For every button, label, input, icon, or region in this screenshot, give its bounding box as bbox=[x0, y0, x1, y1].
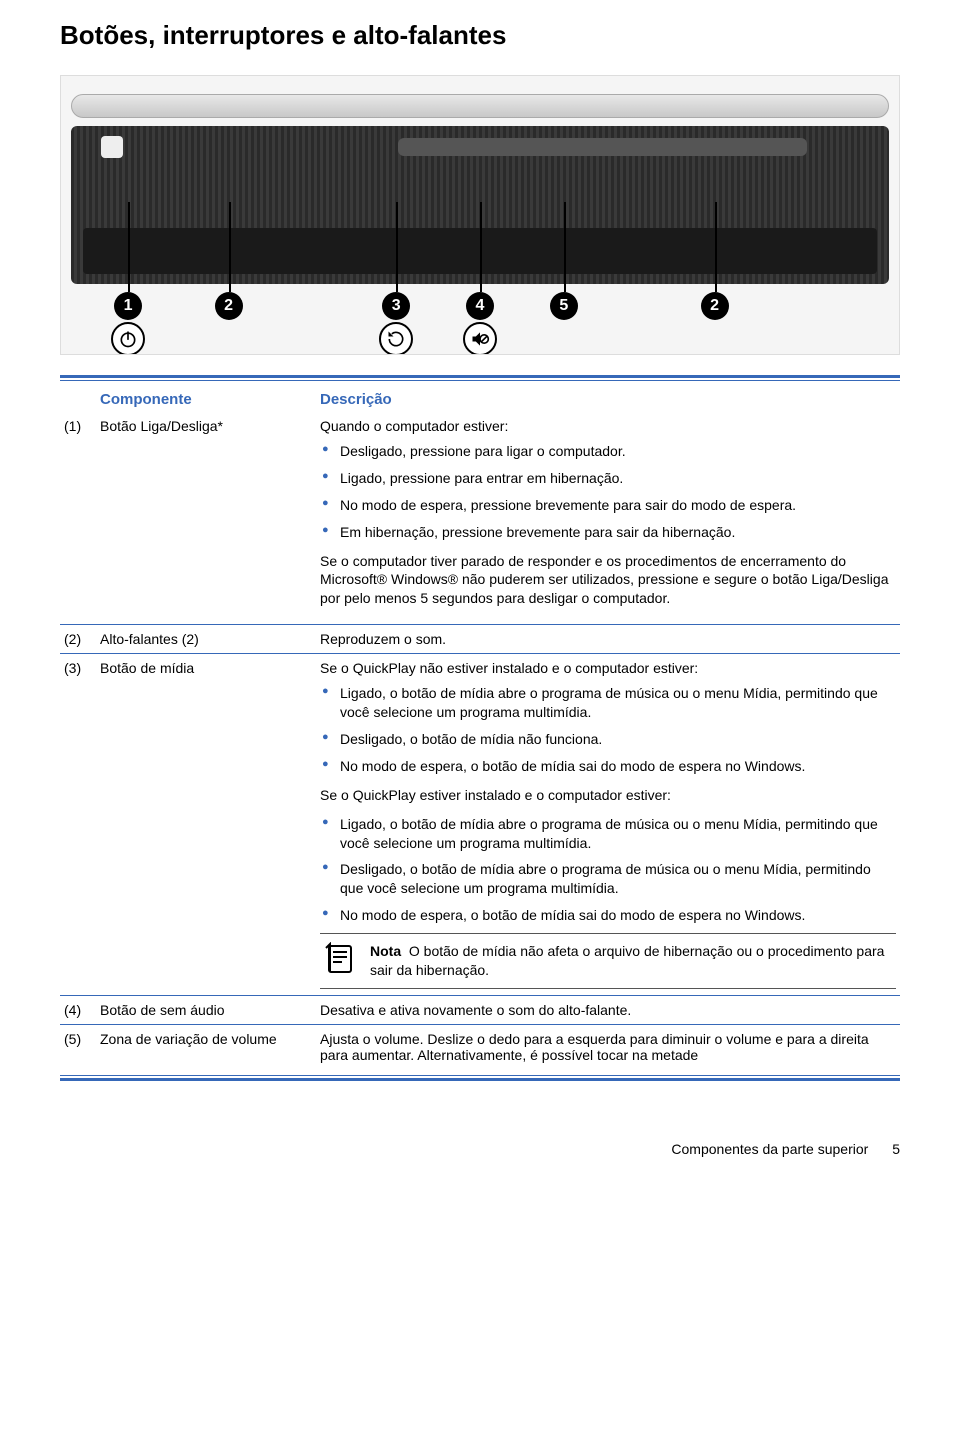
footer-page: 5 bbox=[892, 1141, 900, 1157]
row-description: Se o QuickPlay não estiver instalado e o… bbox=[316, 654, 900, 996]
table-row: (3)Botão de mídiaSe o QuickPlay não esti… bbox=[60, 654, 900, 996]
row-component-name: Zona de variação de volume bbox=[96, 1024, 316, 1069]
device-diagram: 1 2 3 4 5 2 bbox=[60, 75, 900, 355]
header-blank bbox=[60, 389, 96, 412]
footer-section: Componentes da parte superior bbox=[671, 1141, 868, 1157]
description-text: Ajusta o volume. Deslize o dedo para a e… bbox=[320, 1031, 896, 1063]
bullet-list: Ligado, o botão de mídia abre o programa… bbox=[320, 815, 896, 925]
row-number: (2) bbox=[60, 625, 96, 654]
bullet-list: Desligado, pressione para ligar o comput… bbox=[320, 442, 896, 542]
row-number: (5) bbox=[60, 1024, 96, 1069]
row-description: Desativa e ativa novamente o som do alto… bbox=[316, 995, 900, 1024]
table-top-rule-thin bbox=[60, 380, 900, 381]
bullet-list: Ligado, o botão de mídia abre o programa… bbox=[320, 684, 896, 776]
note-icon bbox=[324, 942, 358, 976]
table-row: (4)Botão de sem áudioDesativa e ativa no… bbox=[60, 995, 900, 1024]
mute-icon bbox=[463, 322, 497, 355]
note-text: Nota O botão de mídia não afeta o arquiv… bbox=[370, 942, 892, 980]
table-row: (2)Alto-falantes (2)Reproduzem o som. bbox=[60, 625, 900, 654]
callout-number: 3 bbox=[382, 292, 410, 320]
callout-number: 5 bbox=[550, 292, 578, 320]
callout-line bbox=[396, 202, 398, 292]
bullet-item: Ligado, o botão de mídia abre o programa… bbox=[320, 684, 896, 722]
media-strip bbox=[398, 138, 807, 156]
row-number: (1) bbox=[60, 412, 96, 625]
row-description: Ajusta o volume. Deslize o dedo para a e… bbox=[316, 1024, 900, 1069]
row-component-name: Alto-falantes (2) bbox=[96, 625, 316, 654]
power-key bbox=[101, 136, 123, 158]
intro-text: Quando o computador estiver: bbox=[320, 418, 896, 434]
mid-text: Se o QuickPlay estiver instalado e o com… bbox=[320, 786, 896, 805]
row-component-name: Botão de mídia bbox=[96, 654, 316, 996]
power-icon bbox=[111, 322, 145, 355]
callout-line bbox=[128, 202, 130, 292]
table-top-rule-thick bbox=[60, 375, 900, 378]
callout-line bbox=[564, 202, 566, 292]
refresh-icon bbox=[379, 322, 413, 355]
bullet-item: No modo de espera, o botão de mídia sai … bbox=[320, 906, 896, 925]
row-number: (4) bbox=[60, 995, 96, 1024]
bullet-item: Desligado, o botão de mídia abre o progr… bbox=[320, 860, 896, 898]
callout-number: 2 bbox=[215, 292, 243, 320]
note-block: Nota O botão de mídia não afeta o arquiv… bbox=[320, 933, 896, 989]
row-description: Reproduzem o som. bbox=[316, 625, 900, 654]
row-component-name: Botão de sem áudio bbox=[96, 995, 316, 1024]
description-text: Reproduzem o som. bbox=[320, 631, 896, 647]
callout-line bbox=[229, 202, 231, 292]
row-description: Quando o computador estiver: Desligado, p… bbox=[316, 412, 900, 625]
page-footer: Componentes da parte superior 5 bbox=[60, 1141, 900, 1157]
bullet-item: Em hibernação, pressione brevemente para… bbox=[320, 523, 896, 542]
bullet-item: Ligado, pressione para entrar em hiberna… bbox=[320, 469, 896, 488]
table-row: (1)Botão Liga/Desliga*Quando o computado… bbox=[60, 412, 900, 625]
callouts: 1 2 3 4 5 2 bbox=[61, 292, 899, 354]
callout-line bbox=[480, 202, 482, 292]
bullet-item: Desligado, pressione para ligar o comput… bbox=[320, 442, 896, 461]
callout-number: 4 bbox=[466, 292, 494, 320]
bullet-item: Desligado, o botão de mídia não funciona… bbox=[320, 730, 896, 749]
paragraph-text: Se o computador tiver parado de responde… bbox=[320, 552, 896, 609]
table-bottom-rule-thin bbox=[60, 1075, 900, 1076]
callout-line bbox=[715, 202, 717, 292]
callout-number: 2 bbox=[701, 292, 729, 320]
row-number: (3) bbox=[60, 654, 96, 996]
table-row: (5)Zona de variação de volumeAjusta o vo… bbox=[60, 1024, 900, 1069]
table-bottom-rule-thick bbox=[60, 1078, 900, 1081]
device-hinge bbox=[71, 94, 889, 118]
header-description: Descrição bbox=[316, 389, 900, 412]
intro-text: Se o QuickPlay não estiver instalado e o… bbox=[320, 660, 896, 676]
bullet-item: No modo de espera, o botão de mídia sai … bbox=[320, 757, 896, 776]
row-component-name: Botão Liga/Desliga* bbox=[96, 412, 316, 625]
description-text: Desativa e ativa novamente o som do alto… bbox=[320, 1002, 896, 1018]
header-component: Componente bbox=[96, 389, 316, 412]
bullet-item: No modo de espera, pressione brevemente … bbox=[320, 496, 896, 515]
bullet-item: Ligado, o botão de mídia abre o programa… bbox=[320, 815, 896, 853]
components-table: Componente Descrição (1)Botão Liga/Desli… bbox=[60, 389, 900, 1069]
note-label: Nota bbox=[370, 943, 401, 959]
page-title: Botões, interruptores e alto-falantes bbox=[60, 20, 900, 51]
callout-number: 1 bbox=[114, 292, 142, 320]
